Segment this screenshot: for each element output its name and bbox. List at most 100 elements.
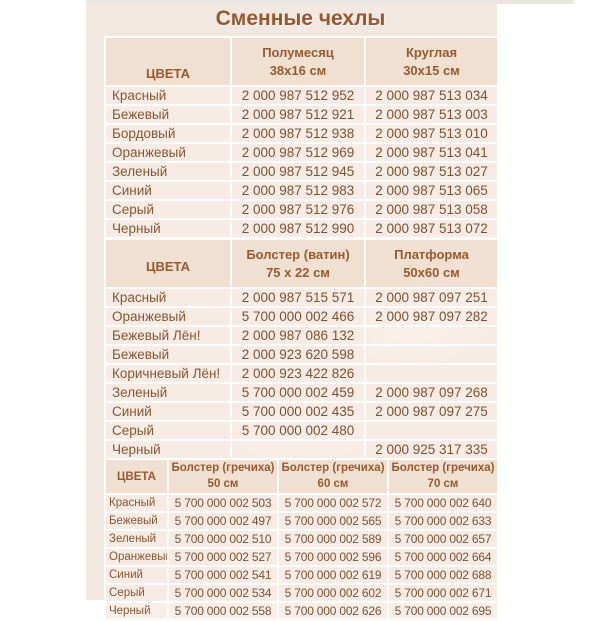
barcode-cell: 2 000 923 620 598: [230, 344, 366, 365]
barcode-cell: 2 000 987 513 010: [364, 123, 499, 144]
barcode-cell: 5 700 000 002 633: [387, 511, 499, 532]
table-row: Оранжевый 5 700 000 002 466 2 000 987 097 …: [104, 306, 499, 327]
color-name-cell: Серый: [104, 420, 232, 441]
table-row: Коричневый Лён! 2 000 923 422 826: [104, 363, 499, 384]
barcode-cell: [364, 325, 499, 346]
table-row: Бежевый 2 000 987 512 921 2 000 987 513 00…: [104, 104, 499, 125]
barcode-cell: 5 700 000 002 510: [167, 529, 279, 550]
product-size: 30x15 см: [403, 62, 460, 78]
price-list-panel: Сменные чехлы ЦВЕТА Полумесяц 38x16 см Круг…: [86, 4, 499, 621]
color-name-cell: Синий: [104, 180, 232, 201]
barcode-cell: 5 700 000 002 459: [230, 382, 366, 403]
table-row: Серый 5 700 000 002 534 5 700 000 002 602 5…: [104, 583, 499, 604]
barcode-cell: 5 700 000 002 435: [230, 401, 366, 422]
product-column-header: Платформа 50x60 см: [364, 238, 499, 289]
barcode-cell: 5 700 000 002 527: [167, 547, 279, 568]
color-name-cell: Красный: [104, 287, 232, 308]
table-row: Оранжевый 2 000 987 512 969 2 000 987 513 …: [104, 142, 499, 163]
barcode-cell: 2 000 987 086 132: [230, 325, 366, 346]
barcode-cell: 5 700 000 002 558: [167, 601, 279, 621]
color-name-cell: Бежевый Лён!: [104, 325, 232, 346]
table-row: Зеленый 5 700 000 002 510 5 700 000 002 58…: [104, 529, 499, 550]
table-row: Красный 5 700 000 002 503 5 700 000 002 57…: [104, 493, 499, 514]
barcode-cell: 5 700 000 002 565: [277, 511, 389, 532]
header-row: ЦВЕТА Болстер (ватин) 75 x 22 см Платформа 5…: [104, 238, 499, 289]
barcode-cell: 2 000 987 512 952: [230, 85, 366, 106]
barcode-cell: 2 000 987 513 041: [364, 142, 499, 163]
barcode-cell: 2 000 987 513 072: [364, 218, 499, 239]
barcode-cell: 5 700 000 002 626: [277, 601, 389, 621]
color-name-cell: Бежевый: [104, 511, 169, 532]
color-name-cell: Синий: [104, 401, 232, 422]
table-row: Красный 2 000 987 512 952 2 000 987 513 03…: [104, 85, 499, 106]
color-name-cell: Зеленый: [104, 529, 169, 550]
barcode-cell: 5 700 000 002 572: [277, 493, 389, 514]
barcode-cell: 2 000 987 513 065: [364, 180, 499, 201]
product-size: 60 см: [317, 477, 349, 490]
barcode-cell: 2 000 987 515 571: [230, 287, 366, 308]
barcode-cell: 2 000 987 512 921: [230, 104, 366, 125]
header-row: ЦВЕТА Болстер (гречиха) 50 см Болстер (греч…: [104, 457, 499, 496]
table-row: Оранжевый 5 700 000 002 527 5 700 000 002 …: [104, 547, 499, 568]
product-name: Болстер (гречиха): [281, 462, 385, 474]
barcode-cell: 2 000 987 512 938: [230, 123, 366, 144]
color-name-cell: Красный: [104, 493, 169, 514]
barcode-cell: 2 000 987 512 945: [230, 161, 366, 182]
table-row: Черный 2 000 925 317 335: [104, 439, 499, 460]
table-row: Синий 5 700 000 002 541 5 700 000 002 619 5…: [104, 565, 499, 586]
product-name: Болстер (гречиха): [391, 462, 495, 474]
barcode-cell: 5 700 000 002 589: [277, 529, 389, 550]
color-name-cell: Синий: [104, 565, 169, 586]
color-name-cell: Коричневый Лён!: [104, 363, 232, 384]
barcode-cell: [364, 363, 499, 384]
barcode-cell: 2 000 987 513 034: [364, 85, 499, 106]
table-row: Зеленый 2 000 987 512 945 2 000 987 513 02…: [104, 161, 499, 182]
barcode-cell: 2 000 987 512 990: [230, 218, 366, 239]
product-size: 70 см: [427, 477, 459, 490]
product-name: Платформа: [394, 246, 469, 262]
table-row: Синий 2 000 987 512 983 2 000 987 513 065: [104, 180, 499, 201]
color-name-cell: Зеленый: [104, 382, 232, 403]
barcode-cell: 2 000 925 317 335: [364, 439, 499, 460]
color-name-cell: Черный: [104, 218, 232, 239]
barcode-cell: 2 000 987 097 282: [364, 306, 499, 327]
barcode-cell: 5 700 000 002 671: [387, 583, 499, 604]
header-row: ЦВЕТА Полумесяц 38x16 см Круглая 30x15 см: [104, 36, 499, 87]
barcode-cell: 5 700 000 002 619: [277, 565, 389, 586]
barcode-cell: 5 700 000 002 466: [230, 306, 366, 327]
table-row: Бежевый Лён! 2 000 987 086 132: [104, 325, 499, 346]
table-row: Черный 5 700 000 002 558 5 700 000 002 626…: [104, 601, 499, 621]
product-name: Болстер (гречиха): [171, 462, 275, 474]
page-title: Сменные чехлы: [215, 7, 386, 30]
price-table-2: ЦВЕТА Болстер (ватин) 75 x 22 см Платформа 5…: [104, 238, 499, 460]
price-table-3: ЦВЕТА Болстер (гречиха) 50 см Болстер (греч…: [104, 457, 499, 621]
product-column-header: Полумесяц 38x16 см: [230, 36, 366, 87]
price-table-1: ЦВЕТА Полумесяц 38x16 см Круглая 30x15 см Кра…: [104, 36, 499, 239]
color-name-cell: Бордовый: [104, 123, 232, 144]
product-column-header: Круглая 30x15 см: [364, 36, 499, 87]
table-row: Серый 5 700 000 002 480: [104, 420, 499, 441]
color-name-cell: Зеленый: [104, 161, 232, 182]
barcode-cell: [364, 344, 499, 365]
color-name-cell: Бежевый: [104, 104, 232, 125]
product-column-header: Болстер (гречиха) 70 см: [387, 457, 499, 496]
table-row: Красный 2 000 987 515 571 2 000 987 097 25…: [104, 287, 499, 308]
color-name-cell: Серый: [104, 583, 169, 604]
barcode-cell: 2 000 987 513 027: [364, 161, 499, 182]
color-name-cell: Оранжевый: [104, 142, 232, 163]
barcode-cell: 2 000 987 512 976: [230, 199, 366, 220]
top-border-strip: [86, 0, 574, 4]
barcode-cell: 5 700 000 002 657: [387, 529, 499, 550]
barcode-cell: 5 700 000 002 534: [167, 583, 279, 604]
table-row: Бежевый 5 700 000 002 497 5 700 000 002 56…: [104, 511, 499, 532]
color-name-cell: Оранжевый: [104, 306, 232, 327]
color-column-header: ЦВЕТА: [104, 36, 232, 87]
barcode-cell: 2 000 923 422 826: [230, 363, 366, 384]
table-row: Черный 2 000 987 512 990 2 000 987 513 072: [104, 218, 499, 239]
barcode-cell: 2 000 987 097 275: [364, 401, 499, 422]
table-row: Бордовый 2 000 987 512 938 2 000 987 513 0…: [104, 123, 499, 144]
table-row: Зеленый 5 700 000 002 459 2 000 987 097 26…: [104, 382, 499, 403]
barcode-cell: 2 000 987 512 983: [230, 180, 366, 201]
product-name: Круглая: [405, 44, 458, 60]
barcode-cell: 5 700 000 002 688: [387, 565, 499, 586]
